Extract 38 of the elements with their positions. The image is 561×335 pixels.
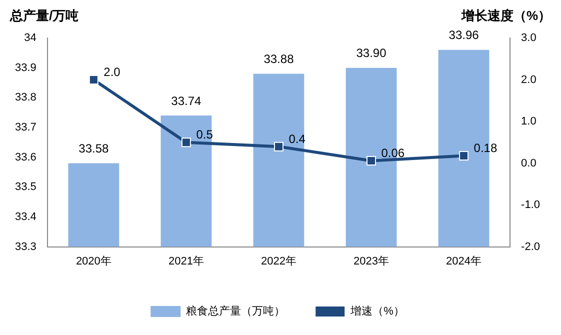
y2-tick-label: 0.0 [521, 157, 536, 170]
y-tick-label: 34 [24, 32, 36, 44]
y-tick-label: 33.9 [14, 62, 36, 74]
point [459, 151, 469, 161]
y2-axis-title: 增长速度（%） [460, 8, 551, 24]
data-label: 33.96 [448, 28, 480, 42]
y-tick-label: 33.5 [14, 181, 36, 194]
point [366, 156, 376, 166]
y-tick-label: 33.8 [14, 92, 36, 104]
y-axis-title: 总产量/万吨 [9, 8, 79, 24]
y2-tick-label: 1.0 [521, 116, 536, 128]
legend-label: 粮食总产量（万吨） [186, 304, 286, 318]
y2-tick-label: -2.0 [521, 240, 540, 253]
data-label: 0.5 [196, 128, 214, 142]
data-label: 0.06 [381, 146, 405, 160]
data-label: 33.58 [78, 142, 110, 156]
data-label: 33.88 [264, 52, 294, 66]
x-tick-label: 2020年 [76, 255, 112, 268]
x-tick-label: 2024年 [446, 255, 482, 268]
data-label: 0.4 [288, 132, 306, 146]
data-label: 2.0 [104, 65, 121, 80]
x-tick-label: 2022年 [260, 255, 296, 268]
y2-tick-label: 3.0 [521, 32, 536, 44]
data-label: 33.90 [356, 46, 387, 60]
point [274, 142, 284, 152]
legend-label: 增速（%） [350, 304, 404, 318]
y-tick-label: 33.7 [14, 122, 36, 134]
y2-tick-label: 2.0 [521, 74, 536, 86]
y2-tick-label: -1.0 [521, 199, 540, 212]
point [88, 75, 98, 85]
point [181, 138, 191, 148]
y-tick-label: 33.6 [14, 151, 36, 164]
x-tick-label: 2021年 [168, 255, 204, 268]
data-label: 33.74 [171, 94, 202, 108]
data-label: 0.18 [474, 141, 498, 156]
y-tick-label: 33.3 [14, 240, 36, 253]
x-tick-label: 2023年 [354, 255, 389, 268]
y-tick-label: 33.4 [14, 211, 36, 224]
